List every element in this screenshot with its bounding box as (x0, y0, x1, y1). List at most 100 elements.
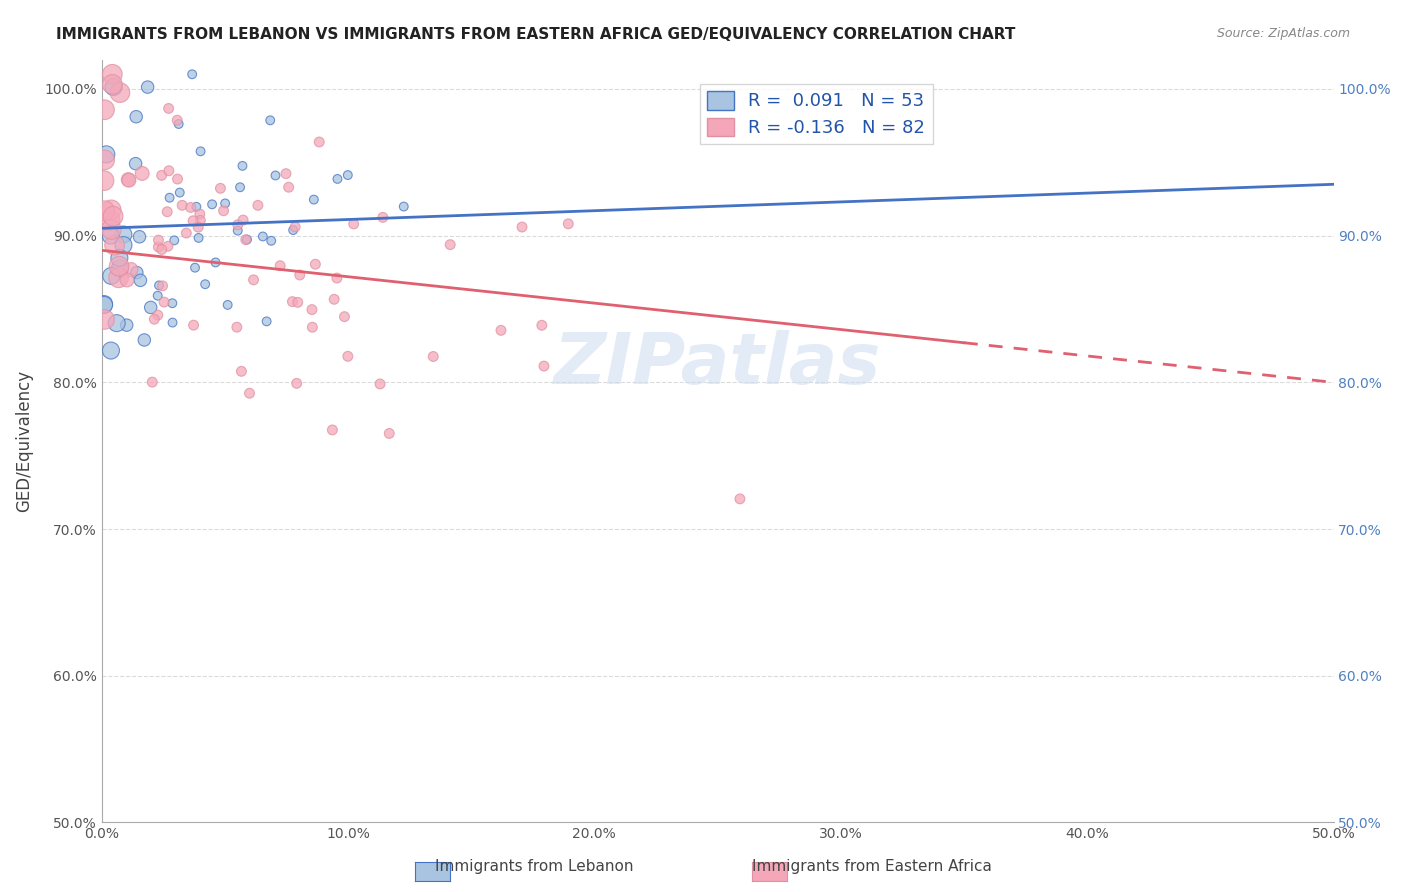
Point (112, 227, 135, 242)
Point (728, 491, 751, 506)
Point (93, 203, 115, 218)
Point (148, 278, 170, 293)
Point (180, 201, 202, 215)
Point (209, 181, 232, 195)
Point (259, 113, 281, 128)
Point (287, 295, 309, 310)
Point (150, 169, 173, 183)
Point (93, 298, 115, 312)
Point (148, 233, 170, 247)
Point (162, 296, 184, 310)
Point (238, 386, 260, 401)
Point (439, 237, 461, 252)
Point (217, 298, 239, 312)
Point (167, 117, 190, 131)
Point (101, 209, 124, 223)
Point (143, 312, 166, 326)
Point (304, 257, 326, 271)
Point (100, 222, 122, 236)
Point (157, 102, 180, 116)
Point (100, 268, 122, 283)
Point (326, 172, 349, 186)
Point (283, 223, 305, 237)
Point (108, 251, 131, 265)
Point (157, 163, 180, 178)
Point (162, 316, 184, 330)
Point (226, 224, 249, 238)
Point (190, 145, 212, 159)
Point (93, 312, 115, 326)
Point (225, 320, 247, 334)
Point (108, 86, 131, 100)
Point (134, 333, 156, 347)
Point (184, 260, 207, 275)
Point (124, 156, 146, 170)
Point (181, 67, 204, 81)
Point (169, 186, 191, 200)
Point (146, 289, 169, 303)
Point (231, 159, 253, 173)
Point (136, 80, 159, 95)
Text: Source: ZipAtlas.com: Source: ZipAtlas.com (1216, 27, 1350, 40)
Point (288, 268, 311, 282)
Point (281, 294, 304, 309)
Point (166, 113, 188, 128)
Point (260, 234, 283, 248)
Point (326, 271, 349, 285)
Point (422, 350, 444, 364)
Point (105, 316, 128, 330)
Point (101, 67, 124, 81)
Point (533, 359, 555, 373)
Point (166, 172, 188, 186)
Point (333, 310, 356, 324)
Point (163, 233, 186, 247)
Point (146, 308, 169, 322)
Point (108, 261, 131, 276)
Point (235, 233, 257, 247)
Point (246, 198, 269, 212)
Point (489, 323, 512, 337)
Point (284, 219, 307, 234)
Point (557, 217, 579, 231)
Point (242, 273, 264, 287)
Point (153, 295, 176, 310)
Point (277, 180, 299, 194)
Point (100, 343, 122, 358)
Point (115, 273, 138, 287)
Point (204, 255, 226, 269)
Point (302, 193, 325, 207)
Text: ZIPatlas: ZIPatlas (554, 330, 882, 400)
Point (93, 297, 115, 311)
Point (378, 426, 401, 441)
Point (141, 375, 163, 389)
Text: Immigrants from Lebanon: Immigrants from Lebanon (434, 859, 634, 874)
Point (212, 203, 235, 218)
Point (201, 197, 224, 211)
Point (343, 217, 366, 231)
Point (301, 320, 323, 334)
Point (214, 196, 236, 211)
Point (368, 376, 391, 391)
Point (118, 173, 141, 187)
Point (129, 273, 152, 287)
Point (125, 110, 148, 124)
Point (128, 229, 150, 244)
Point (226, 218, 249, 232)
Point (108, 259, 131, 273)
Text: Immigrants from Eastern Africa: Immigrants from Eastern Africa (752, 859, 991, 874)
Point (190, 213, 212, 227)
Point (301, 302, 323, 317)
Point (183, 318, 205, 333)
Point (100, 228, 122, 243)
Point (112, 238, 135, 252)
Point (93, 103, 115, 117)
Point (194, 277, 217, 292)
Point (98, 213, 121, 227)
Point (172, 198, 194, 212)
Point (139, 301, 162, 315)
Point (107, 270, 129, 285)
Point (229, 180, 252, 194)
Point (186, 200, 208, 214)
Point (392, 200, 415, 214)
Point (236, 233, 259, 247)
